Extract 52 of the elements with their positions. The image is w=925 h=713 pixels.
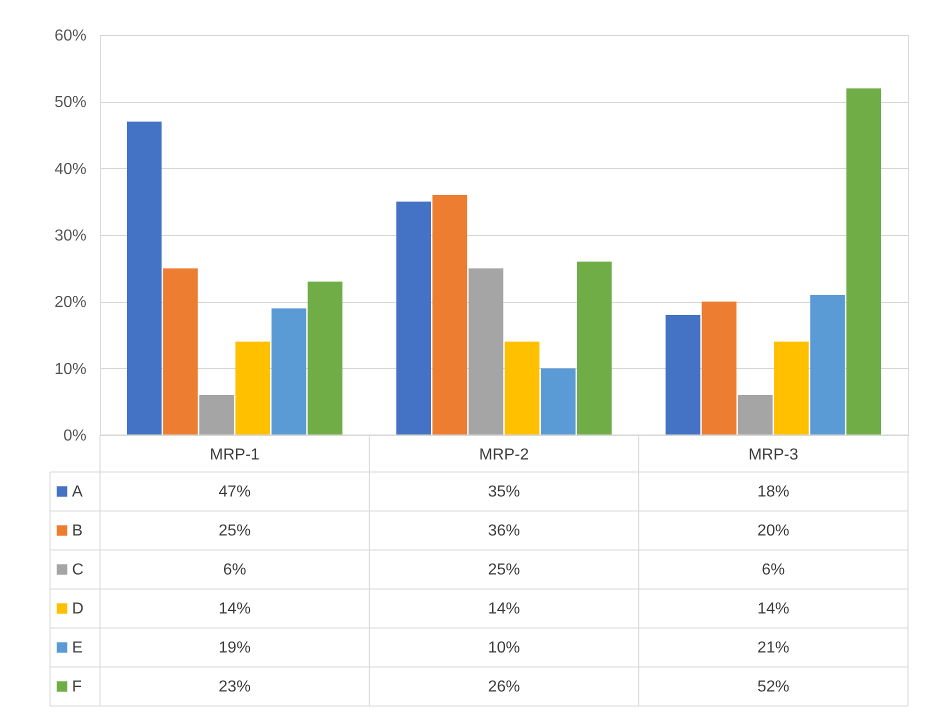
y-tick-label: 0% (63, 428, 86, 444)
bar (396, 202, 431, 435)
y-tick-label: 10% (54, 360, 86, 378)
data-label: 14% (218, 600, 251, 618)
legend-label: D (72, 600, 84, 618)
data-label: 14% (757, 600, 790, 618)
legend-label: E (72, 640, 83, 656)
data-label: 25% (488, 562, 520, 578)
data-label: 36% (488, 522, 520, 540)
x-tick-label: MRP-3 (748, 446, 798, 464)
data-label: 19% (218, 640, 251, 656)
bar (774, 342, 809, 435)
legend-label: A (72, 484, 83, 500)
bar (126, 122, 162, 435)
y-tick-label: 60% (54, 28, 86, 44)
bar (308, 282, 342, 435)
y-tick-label: 30% (54, 228, 86, 244)
bar (432, 195, 468, 435)
data-label: 14% (488, 600, 520, 618)
bar (810, 295, 845, 435)
x-tick-label: MRP-2 (479, 446, 529, 464)
bar (738, 395, 773, 435)
data-label: 10% (488, 640, 520, 656)
bar (846, 88, 882, 435)
bar (577, 262, 612, 435)
data-label: 6% (762, 562, 785, 578)
bar (504, 342, 540, 435)
data-label: 20% (757, 522, 790, 540)
data-label: 23% (218, 678, 251, 696)
x-tick-label: MRP-1 (210, 446, 260, 464)
y-tick-label: 40% (54, 160, 86, 178)
bar (702, 302, 736, 435)
data-label: 47% (218, 484, 251, 500)
y-tick-label: 20% (54, 294, 86, 312)
data-label: 6% (223, 562, 246, 578)
data-label: 18% (757, 484, 790, 500)
data-label: 26% (488, 678, 520, 696)
bar (468, 268, 504, 435)
data-label: 21% (757, 640, 790, 656)
legend-label: F (72, 678, 82, 696)
bar (272, 308, 306, 435)
bar (235, 342, 270, 435)
y-tick-label: 50% (54, 94, 86, 112)
bar (163, 268, 198, 435)
legend-label: C (72, 562, 84, 578)
bar (199, 395, 234, 435)
bar (540, 368, 576, 435)
data-label: 52% (757, 678, 790, 696)
bar (666, 315, 700, 435)
legend-label: B (72, 522, 83, 540)
data-label: 25% (218, 522, 251, 540)
data-label: 35% (488, 484, 520, 500)
